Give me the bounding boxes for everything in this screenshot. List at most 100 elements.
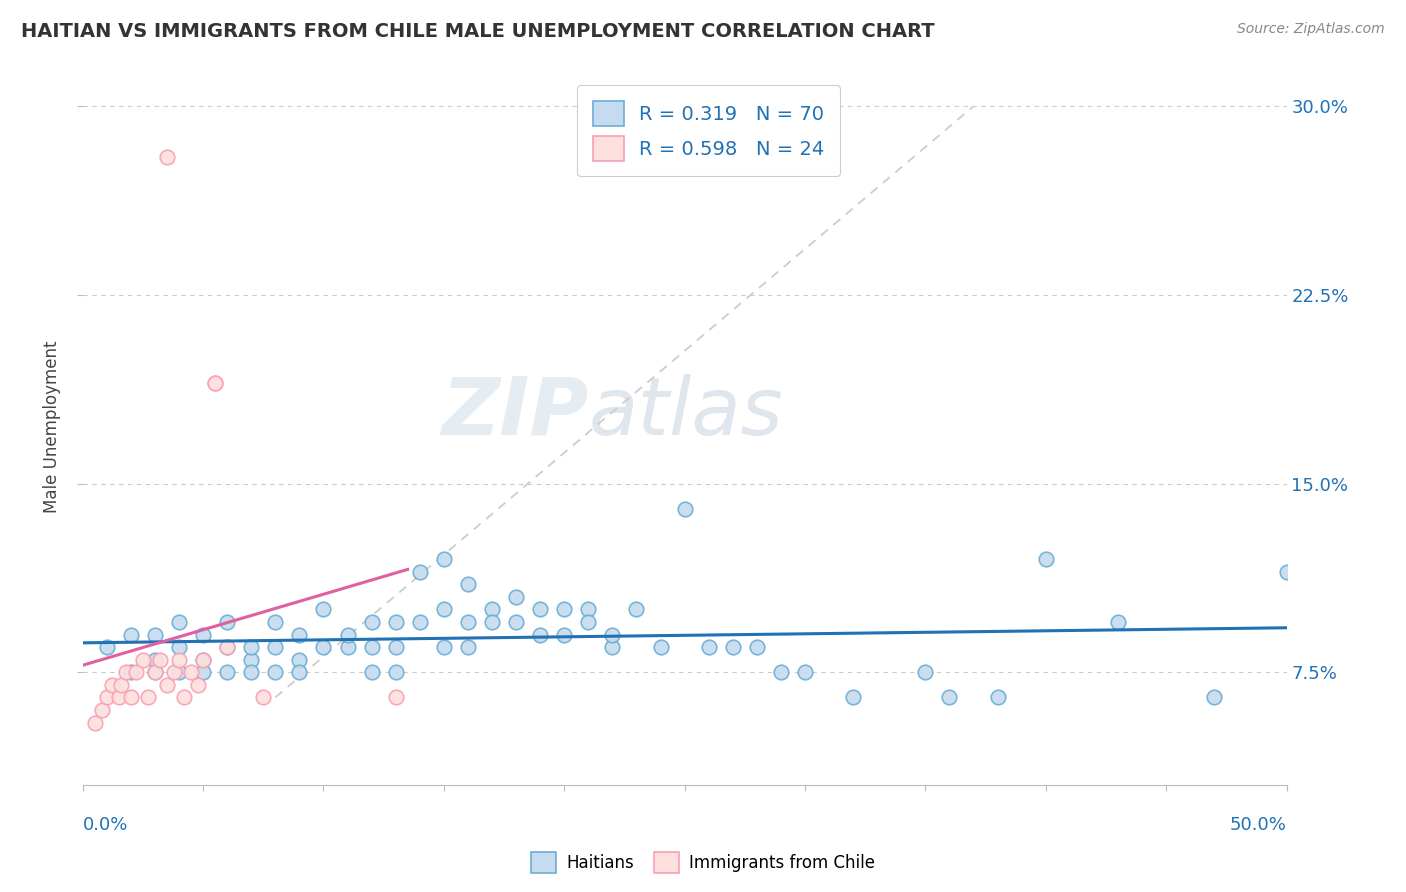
- Text: Source: ZipAtlas.com: Source: ZipAtlas.com: [1237, 22, 1385, 37]
- Point: [217, 640, 239, 654]
- Point: [120, 690, 142, 705]
- Legend: R = 0.319   N = 70, R = 0.598   N = 24: R = 0.319 N = 70, R = 0.598 N = 24: [578, 86, 841, 177]
- Point: [384, 640, 406, 654]
- Point: [384, 690, 406, 705]
- Point: [264, 665, 287, 680]
- Point: [96, 640, 118, 654]
- Point: [650, 640, 672, 654]
- Point: [529, 627, 551, 641]
- Point: [1035, 552, 1057, 566]
- Point: [987, 690, 1010, 705]
- Text: 0.0%: 0.0%: [83, 815, 128, 834]
- Point: [143, 653, 166, 667]
- Point: [288, 627, 311, 641]
- Point: [457, 640, 479, 654]
- Text: atlas: atlas: [588, 374, 783, 451]
- Point: [288, 665, 311, 680]
- Point: [167, 615, 190, 629]
- Point: [156, 678, 179, 692]
- Point: [553, 627, 575, 641]
- Point: [769, 665, 792, 680]
- Point: [83, 715, 105, 730]
- Point: [626, 602, 648, 616]
- Point: [336, 627, 359, 641]
- Point: [457, 577, 479, 591]
- Point: [745, 640, 768, 654]
- Point: [180, 665, 202, 680]
- Point: [115, 665, 138, 680]
- Point: [842, 690, 865, 705]
- Y-axis label: Male Unemployment: Male Unemployment: [44, 341, 60, 513]
- Point: [120, 665, 142, 680]
- Text: ZIP: ZIP: [441, 374, 588, 451]
- Point: [191, 653, 214, 667]
- Text: HAITIAN VS IMMIGRANTS FROM CHILE MALE UNEMPLOYMENT CORRELATION CHART: HAITIAN VS IMMIGRANTS FROM CHILE MALE UN…: [21, 22, 935, 41]
- Point: [360, 665, 382, 680]
- Point: [481, 615, 503, 629]
- Point: [529, 602, 551, 616]
- Point: [576, 602, 599, 616]
- Point: [191, 627, 214, 641]
- Point: [217, 615, 239, 629]
- Point: [240, 640, 263, 654]
- Point: [336, 640, 359, 654]
- Point: [505, 615, 527, 629]
- Point: [217, 665, 239, 680]
- Point: [204, 376, 226, 390]
- Point: [124, 665, 146, 680]
- Point: [264, 615, 287, 629]
- Point: [384, 615, 406, 629]
- Point: [312, 602, 335, 616]
- Point: [167, 665, 190, 680]
- Point: [576, 615, 599, 629]
- Point: [553, 602, 575, 616]
- Point: [360, 640, 382, 654]
- Point: [794, 665, 817, 680]
- Point: [938, 690, 960, 705]
- Point: [136, 690, 159, 705]
- Point: [120, 627, 142, 641]
- Point: [433, 552, 456, 566]
- Point: [110, 678, 132, 692]
- Point: [1275, 565, 1298, 579]
- Point: [143, 627, 166, 641]
- Point: [187, 678, 209, 692]
- Point: [481, 602, 503, 616]
- Point: [217, 640, 239, 654]
- Legend: Haitians, Immigrants from Chile: Haitians, Immigrants from Chile: [524, 846, 882, 880]
- Point: [384, 665, 406, 680]
- Point: [173, 690, 195, 705]
- Point: [264, 640, 287, 654]
- Point: [100, 678, 122, 692]
- Point: [252, 690, 274, 705]
- Point: [1204, 690, 1226, 705]
- Point: [914, 665, 936, 680]
- Point: [433, 640, 456, 654]
- Point: [602, 627, 624, 641]
- Point: [433, 602, 456, 616]
- Point: [1107, 615, 1129, 629]
- Point: [167, 640, 190, 654]
- Point: [132, 653, 155, 667]
- Point: [505, 590, 527, 604]
- Point: [673, 501, 696, 516]
- Point: [96, 690, 118, 705]
- Point: [602, 640, 624, 654]
- Point: [457, 615, 479, 629]
- Point: [149, 653, 172, 667]
- Point: [204, 376, 226, 390]
- Point: [107, 690, 129, 705]
- Point: [143, 665, 166, 680]
- Point: [721, 640, 744, 654]
- Point: [360, 615, 382, 629]
- Point: [240, 665, 263, 680]
- Point: [312, 640, 335, 654]
- Point: [240, 653, 263, 667]
- Point: [697, 640, 720, 654]
- Point: [191, 653, 214, 667]
- Point: [191, 665, 214, 680]
- Point: [156, 150, 179, 164]
- Point: [143, 665, 166, 680]
- Text: 50.0%: 50.0%: [1230, 815, 1286, 834]
- Point: [163, 665, 186, 680]
